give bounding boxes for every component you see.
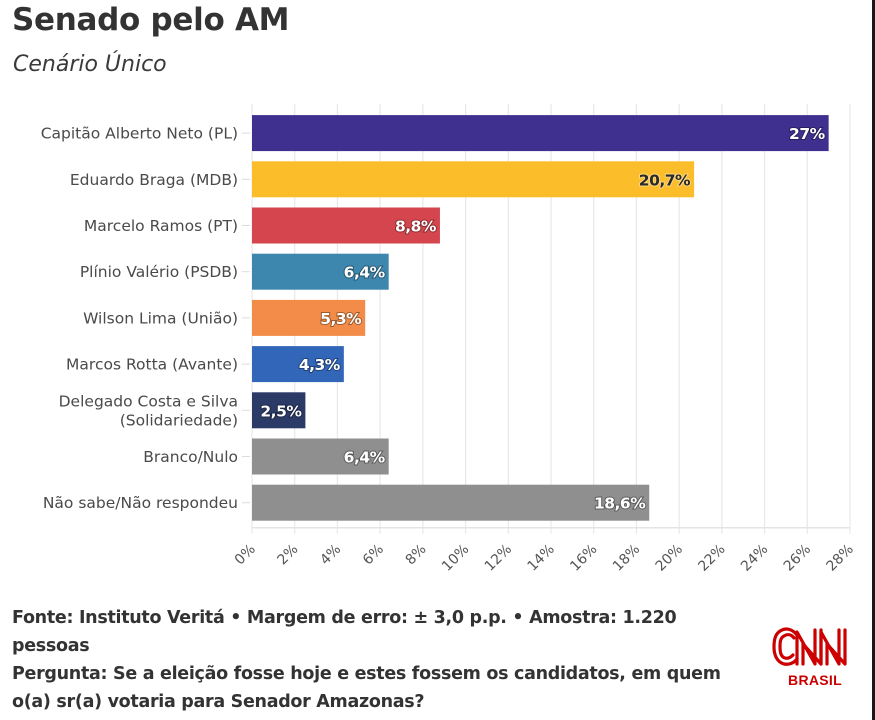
x-tick-label: 12% [482, 541, 515, 574]
x-tick-label: 8% [403, 541, 430, 568]
source-note: Fonte: Instituto Veritá • Margem de erro… [12, 608, 677, 656]
bar [252, 299, 366, 336]
x-tick-label: 16% [567, 541, 600, 574]
category-label: Plínio Valério (PSDB) [80, 263, 238, 281]
x-tick-label: 26% [781, 541, 814, 574]
x-tick-label: 22% [695, 541, 728, 574]
bar [252, 253, 389, 290]
background-edge [872, 0, 875, 720]
question-note: Pergunta: Se a eleição fosse hoje e este… [12, 664, 721, 712]
chart-title: Senado pelo AM [12, 2, 290, 38]
bar [252, 438, 389, 475]
bar [252, 115, 829, 152]
bar [252, 346, 344, 383]
logo-brasil-text: BRASIL [788, 672, 842, 688]
value-label: 6,4% [344, 264, 386, 282]
value-labels: 27% 20,7% 8,8% 6,4% 5,3% 4,3% 2,5% 6,4% 18,6% [259, 124, 827, 514]
bar [252, 484, 650, 521]
x-tick-label: 2% [275, 541, 302, 568]
x-tick-label: 24% [738, 541, 771, 574]
x-tick-label: 28% [824, 541, 857, 574]
bar [252, 161, 695, 198]
category-label: Eduardo Braga (MDB) [70, 171, 238, 189]
category-label: Delegado Costa e Silva (Solidariedade) [59, 392, 238, 429]
value-label: 27% [789, 125, 826, 143]
x-axis-ticks: 0% 2% 4% 6% 8% 10% 12% 14% 16% 18% 20% 22% 24% 26% 28% [232, 541, 857, 574]
category-label: Wilson Lima (União) [83, 309, 238, 327]
category-label: Marcos Rotta (Avante) [66, 356, 238, 374]
category-label: Capitão Alberto Neto (PL) [41, 125, 238, 143]
category-label: Branco/Nulo [143, 448, 238, 466]
value-label: 2,5% [260, 402, 302, 420]
chart-footer: Fonte: Instituto Veritá • Margem de erro… [12, 604, 752, 716]
value-label: 18,6% [594, 495, 646, 513]
bar-chart: Capitão Alberto Neto (PL) Eduardo Braga (… [41, 104, 857, 575]
value-label: 4,3% [299, 356, 341, 374]
x-tick-label: 4% [317, 541, 344, 568]
value-label: 5,3% [320, 310, 362, 328]
x-tick-label: 6% [360, 541, 387, 568]
value-label: 20,7% [639, 171, 691, 189]
x-tick-label: 18% [610, 541, 643, 574]
category-label: Não sabe/Não respondeu [43, 494, 238, 512]
cnn-logo-icon [772, 627, 847, 666]
value-label: 8,8% [395, 218, 437, 236]
bar [252, 207, 440, 244]
bar [252, 392, 306, 429]
value-label: 6,4% [344, 449, 386, 467]
chart-subtitle: Cenário Único [13, 52, 167, 77]
x-tick-label: 0% [232, 541, 259, 568]
category-label: Marcelo Ramos (PT) [84, 217, 238, 235]
x-tick-label: 10% [439, 541, 472, 574]
x-tick-label: 14% [525, 541, 558, 574]
category-labels: Capitão Alberto Neto (PL) Eduardo Braga (… [41, 125, 238, 513]
bars [252, 115, 829, 521]
x-tick-label: 20% [653, 541, 686, 574]
cnn-brasil-logo: BRASIL [770, 624, 860, 690]
